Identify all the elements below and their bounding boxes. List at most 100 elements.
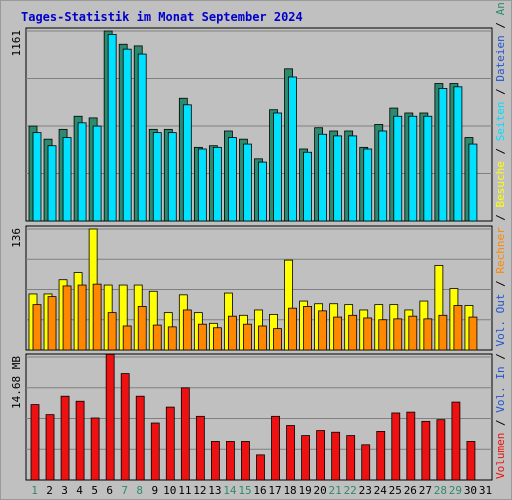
bar-volumen-day-20: [316, 430, 326, 481]
bar-dateien-day-13: [212, 146, 222, 222]
legend-entry: Anfragen: [494, 1, 507, 15]
bar-volumen-day-14: [226, 441, 235, 481]
x-tick-label: 24: [374, 484, 388, 497]
bar-rechner-day-16: [258, 325, 267, 351]
legend-entry: Rechner: [494, 227, 507, 274]
bar-volumen-day-5: [90, 417, 100, 481]
bar-volumen-day-22: [346, 435, 356, 481]
x-tick-label: 18: [283, 484, 296, 497]
x-tick-label: 7: [121, 484, 128, 497]
x-tick-label: 14: [223, 484, 237, 497]
bar-volumen-day-24: [376, 431, 386, 481]
side-legend: Volumen / Vol. In / Vol. Out / Rechner /…: [494, 1, 507, 479]
bar-volumen-day-13: [210, 441, 220, 481]
x-tick-label: 28: [434, 484, 447, 497]
bar-dateien-day-11: [182, 104, 192, 222]
bar-volumen-day-25: [391, 412, 401, 481]
bar-dateien-day-9: [152, 132, 162, 222]
x-tick-label: 16: [253, 484, 266, 497]
bar-rechner-day-30: [468, 316, 478, 351]
x-tick-label: 23: [359, 484, 372, 497]
legend-entry: Volumen: [494, 433, 507, 479]
bar-volumen-day-18: [286, 425, 295, 481]
x-tick-label: 10: [163, 484, 176, 497]
bar-rechner-day-9: [152, 324, 162, 351]
x-tick-label: 31: [479, 484, 492, 497]
legend-entry: Vol. In: [494, 366, 507, 412]
bar-volumen-day-10: [165, 406, 175, 481]
x-tick-label: 6: [106, 484, 113, 497]
x-tick-label: 11: [178, 484, 191, 497]
bar-rechner-day-4: [77, 284, 87, 351]
legend-entry: Dateien: [494, 35, 507, 81]
legend-entry: /: [494, 274, 507, 294]
bar-volumen-day-17: [271, 415, 280, 481]
bar-volumen-day-29: [451, 401, 461, 481]
bar-rechner-day-10: [167, 326, 177, 351]
bar-dateien-day-15: [243, 143, 252, 222]
bar-dateien-day-29: [453, 86, 463, 222]
bar-rechner-day-17: [273, 328, 282, 351]
bar-rechner-day-8: [137, 306, 147, 351]
legend-entry: /: [494, 141, 507, 161]
bar-volumen-day-9: [150, 422, 160, 481]
x-tick-label: 8: [136, 484, 143, 497]
bar-dateien-day-2: [47, 145, 57, 222]
chart-title: Tages-Statistik im Monat September 2024: [21, 10, 303, 24]
x-tick-label: 21: [329, 484, 342, 497]
bar-dateien-day-17: [273, 112, 282, 222]
x-tick-label: 2: [46, 484, 53, 497]
legend-entry: /: [494, 207, 507, 227]
bar-rechner-day-15: [243, 323, 252, 351]
legend-entry: /: [494, 413, 507, 433]
bar-rechner-day-14: [228, 315, 237, 351]
bar-rechner-day-25: [393, 318, 403, 351]
x-tick-label: 15: [238, 484, 251, 497]
bar-dateien-day-30: [468, 143, 478, 222]
x-tick-label: 9: [151, 484, 158, 497]
bar-rechner-day-3: [62, 285, 72, 351]
bar-volumen-day-1: [30, 404, 40, 481]
bar-dateien-day-28: [438, 88, 448, 222]
bar-rechner-day-18: [288, 307, 297, 351]
x-tick-label: 1: [31, 484, 38, 497]
bar-volumen-day-26: [406, 411, 416, 481]
x-tick-label: 13: [208, 484, 221, 497]
bar-volumen-day-28: [436, 419, 446, 481]
bar-dateien-day-26: [408, 115, 418, 222]
x-tick-label: 12: [193, 484, 206, 497]
legend-entry: /: [494, 82, 507, 102]
legend-entry: Besuche: [494, 161, 507, 207]
x-tick-label: 29: [449, 484, 462, 497]
x-tick-label: 25: [389, 484, 402, 497]
bar-volumen-day-30: [466, 441, 476, 481]
bar-volumen-day-7: [120, 373, 130, 481]
bar-dateien-day-4: [77, 122, 87, 222]
bar-rechner-day-12: [197, 323, 207, 351]
y-max-label: 14.68 MB: [10, 356, 23, 409]
bar-rechner-day-1: [32, 304, 42, 351]
x-tick-label: 4: [76, 484, 83, 497]
x-tick-label: 5: [91, 484, 98, 497]
bar-dateien-day-22: [348, 135, 358, 222]
bar-dateien-day-23: [363, 148, 373, 222]
bar-volumen-day-15: [241, 441, 250, 481]
bar-dateien-day-8: [137, 53, 147, 222]
bar-volumen-day-11: [180, 387, 190, 481]
bar-volumen-day-19: [301, 435, 310, 481]
bar-volumen-day-23: [361, 444, 371, 481]
y-max-label: 136: [10, 228, 23, 248]
bar-volumen-day-3: [60, 395, 70, 481]
legend-entry: Seiten: [494, 101, 507, 141]
bar-rechner-day-13: [212, 327, 222, 351]
bar-volumen-day-4: [75, 400, 85, 481]
x-tick-label: 19: [298, 484, 311, 497]
legend-entry: /: [494, 347, 507, 367]
bar-dateien-day-14: [228, 137, 237, 222]
bar-volumen-day-16: [256, 454, 265, 481]
bar-dateien-day-24: [378, 130, 388, 222]
bar-volumen-day-6: [105, 353, 115, 481]
bar-dateien-day-6: [107, 34, 117, 222]
legend-entry: /: [494, 15, 507, 35]
